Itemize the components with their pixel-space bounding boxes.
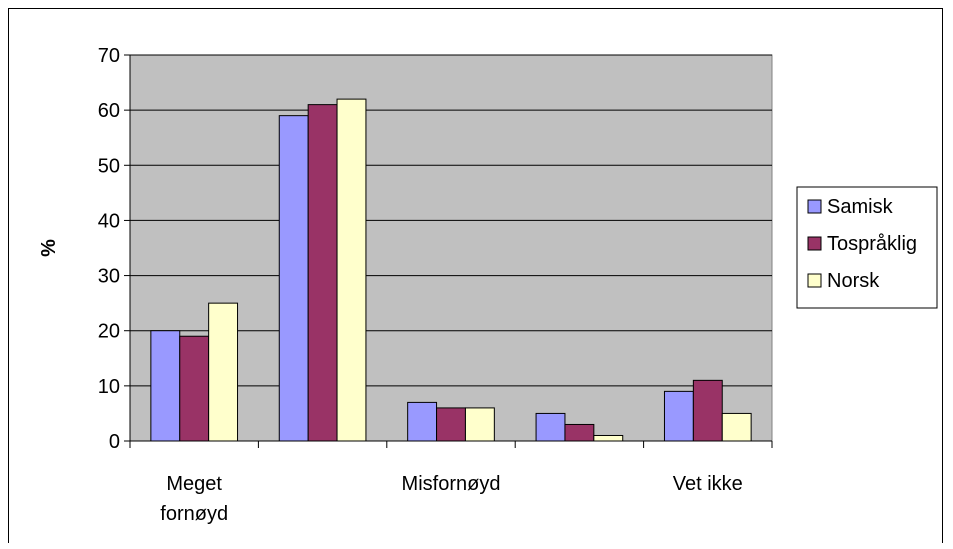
- bars: [150, 98, 752, 442]
- bar-samisk-3: [535, 412, 566, 442]
- y-tick-label: 50: [98, 155, 120, 177]
- bar-norsk-0: [208, 302, 239, 442]
- legend-label: Tospråklig: [827, 233, 917, 255]
- bar-samisk-4: [663, 390, 694, 442]
- bar-samisk-1: [278, 115, 309, 442]
- chart-frame: [8, 8, 943, 543]
- y-tick-label: 40: [98, 210, 120, 232]
- y-tick-label: 0: [109, 431, 120, 453]
- bar-samisk-0: [150, 330, 181, 442]
- x-category-label: Meget: [166, 473, 222, 495]
- x-axis-ticks: Meget fornøyd Misfornøyd Vet ikke: [129, 441, 773, 525]
- legend-label: Norsk: [827, 270, 880, 292]
- bar-norsk-4: [721, 412, 752, 442]
- x-category-label: fornøyd: [160, 503, 228, 525]
- legend-swatch: [807, 199, 822, 214]
- legend-swatch: [807, 273, 822, 288]
- bar-norsk-1: [336, 98, 367, 442]
- bar-tospr-klig-1: [307, 104, 338, 442]
- y-tick-label: 70: [98, 45, 120, 67]
- legend: Samisk Tospråklig Norsk: [796, 186, 938, 309]
- x-category-label: Vet ikke: [673, 473, 743, 495]
- bar-tospr-klig-2: [436, 407, 466, 442]
- legend-label: Samisk: [827, 196, 894, 218]
- y-axis-label: %: [38, 239, 60, 257]
- y-tick-label: 10: [98, 376, 120, 398]
- bar-tospr-klig-4: [692, 379, 723, 442]
- y-tick-label: 20: [98, 321, 120, 343]
- bar-norsk-3: [593, 434, 624, 442]
- y-tick-label: 30: [98, 266, 120, 288]
- x-category-label: Misfornøyd: [402, 473, 501, 495]
- legend-swatch: [807, 236, 822, 251]
- y-axis-ticks: 0 10 20 30 40 50 60 70: [98, 45, 130, 453]
- bar-norsk-2: [464, 407, 495, 442]
- bar-tospr-klig-0: [179, 335, 210, 442]
- bar-samisk-2: [407, 401, 438, 442]
- y-tick-label: 60: [98, 100, 120, 122]
- bar-tospr-klig-3: [564, 423, 595, 442]
